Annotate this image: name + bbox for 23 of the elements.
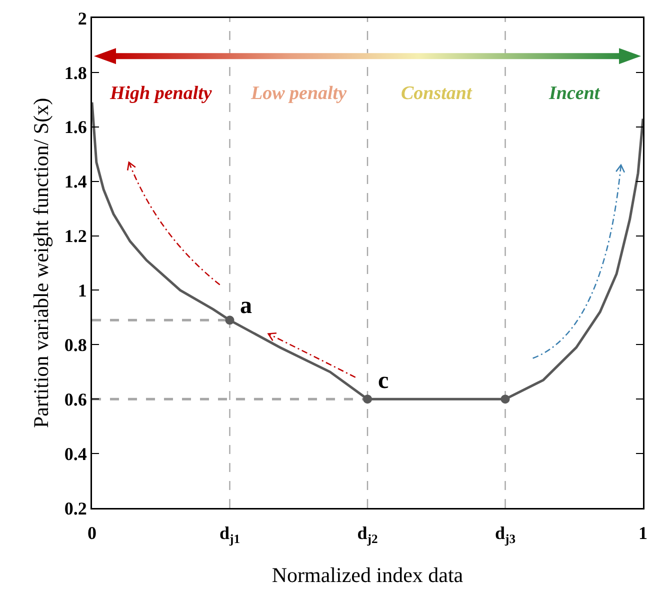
- annotation: Incent: [548, 83, 600, 104]
- annotation: a: [240, 293, 252, 319]
- annotation: c: [378, 368, 389, 394]
- y-tick-label: 0.6: [64, 389, 87, 410]
- x-tick-label: 0: [88, 523, 96, 544]
- y-tick-label: 0.4: [64, 444, 87, 464]
- y-tick-label: 2: [78, 8, 87, 28]
- y-tick-label: 0.8: [64, 334, 87, 355]
- x-tick-label: d$_{j2}$: [357, 523, 378, 546]
- x-tick-label: d$_{j1}$: [219, 523, 240, 546]
- annotation: High penalty: [109, 83, 212, 104]
- y-tick-label: 0.2: [64, 498, 87, 518]
- y-tick-label: 1.8: [64, 62, 87, 83]
- y-axis-title: Partition variable weight function/ S(x): [28, 98, 53, 428]
- annotation: Low penalty: [250, 83, 348, 104]
- x-axis-title: Normalized index data: [272, 562, 464, 587]
- y-tick-label: 1.2: [64, 226, 87, 246]
- annotation: Constant: [401, 83, 472, 104]
- y-tick-label: 1: [78, 280, 87, 301]
- y-tick-label: 1.6: [64, 117, 87, 138]
- y-tick-label: 1.4: [64, 172, 87, 192]
- x-tick-label: d$_{j3}$: [494, 523, 516, 546]
- x-tick-label: 1: [638, 523, 648, 544]
